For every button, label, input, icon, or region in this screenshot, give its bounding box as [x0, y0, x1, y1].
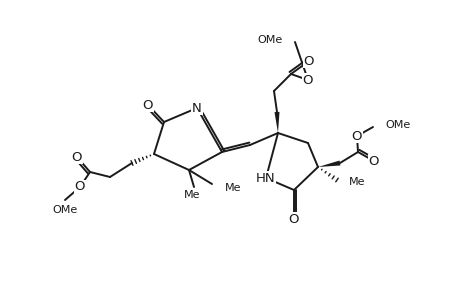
Text: Me: Me	[183, 190, 200, 200]
Text: OMe: OMe	[257, 35, 282, 45]
Text: Me: Me	[348, 177, 365, 187]
Text: O: O	[303, 55, 313, 68]
Text: O: O	[142, 98, 153, 112]
Text: O: O	[302, 74, 313, 86]
Polygon shape	[274, 112, 279, 133]
Text: O: O	[368, 154, 378, 167]
Text: N: N	[192, 101, 202, 115]
Text: OMe: OMe	[384, 120, 409, 130]
Text: O: O	[72, 151, 82, 164]
Text: O: O	[74, 181, 85, 194]
Text: O: O	[351, 130, 362, 142]
Text: O: O	[288, 213, 299, 226]
Text: Me: Me	[224, 183, 241, 193]
Text: OMe: OMe	[52, 205, 78, 215]
Polygon shape	[317, 160, 340, 167]
Text: HN: HN	[256, 172, 275, 184]
